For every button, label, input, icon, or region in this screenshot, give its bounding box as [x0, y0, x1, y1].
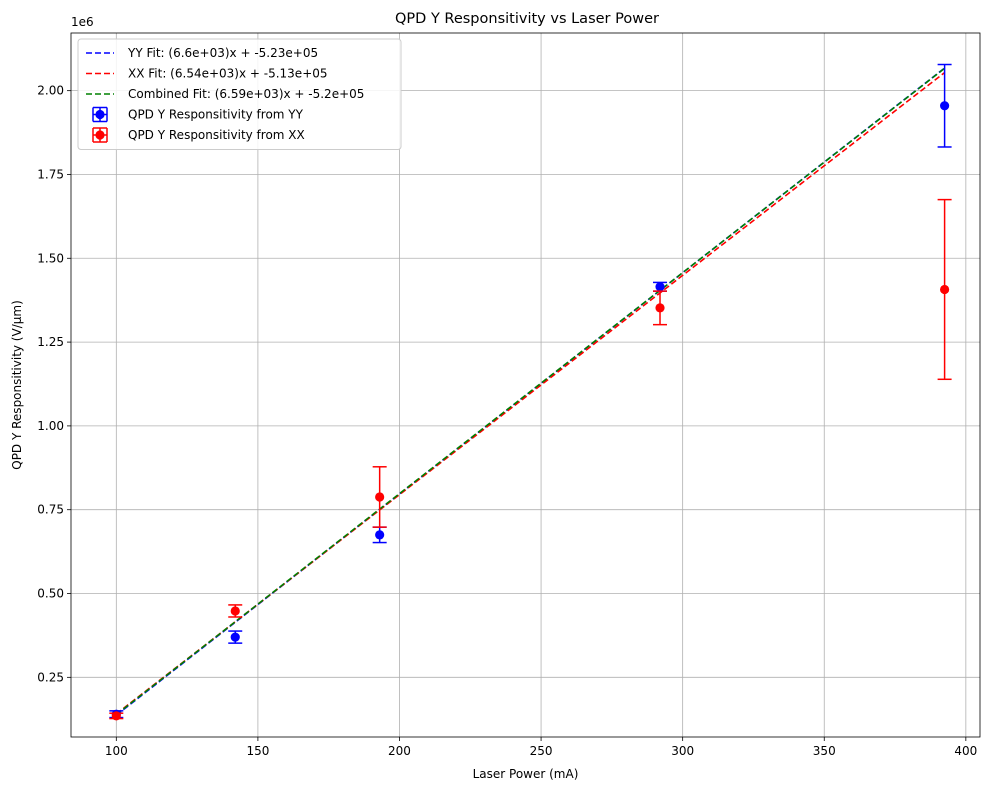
x-tick-label: 200: [388, 744, 411, 758]
data-point: [111, 711, 121, 721]
x-tick-label: 150: [246, 744, 269, 758]
y-tick-label: 1.50: [37, 251, 64, 265]
fit-lines: [115, 67, 946, 716]
data-point: [940, 284, 950, 295]
data-point: [375, 492, 385, 502]
legend: YY Fit: (6.6e+03)x + -5.23e+05 XX Fit: (6…: [77, 38, 402, 150]
y-offset-label: 1e6: [71, 15, 94, 29]
legend-entry-label: QPD Y Responsitivity from YY: [128, 108, 304, 122]
x-tick-label: 100: [105, 744, 128, 758]
axis-ticks: 100 150 200 250 300 350 400 0.25 0.50 0.75 1.00 1.2…: [37, 84, 977, 758]
data-point: [375, 530, 385, 540]
x-tick-label: 250: [530, 744, 553, 758]
fit-line: [115, 67, 946, 716]
x-tick-label: 300: [671, 744, 694, 758]
x-axis-label: Laser Power (mA): [473, 767, 579, 781]
y-tick-label: 0.50: [37, 587, 64, 601]
legend-marker-swatch: [95, 109, 105, 120]
y-tick-label: 1.00: [37, 419, 64, 433]
data-point: [655, 282, 665, 292]
legend-entry-label: QPD Y Responsitivity from XX: [128, 128, 305, 142]
legend-entry-label: YY Fit: (6.6e+03)x + -5.23e+05: [127, 46, 318, 60]
data-series: [109, 198, 952, 721]
data-point: [655, 303, 665, 313]
data-point: [230, 606, 240, 616]
y-tick-label: 0.25: [37, 670, 64, 684]
data-points: [109, 63, 952, 721]
y-tick-label: 0.75: [37, 503, 64, 517]
legend-box: [77, 38, 402, 150]
plot-frame: [70, 32, 981, 738]
chart-title: QPD Y Responsitivity vs Laser Power: [395, 11, 659, 27]
x-tick-label: 350: [813, 744, 836, 758]
y-axis-label: QPD Y Responsitivity (V/µm): [10, 300, 24, 470]
data-point: [230, 632, 240, 642]
legend-entry-label: XX Fit: (6.54e+03)x + -5.13e+05: [128, 67, 328, 81]
legend-marker-swatch: [95, 130, 105, 140]
legend-entry-label: Combined Fit: (6.59e+03)x + -5.2e+05: [128, 87, 364, 101]
grid: [71, 33, 980, 737]
y-tick-label: 1.25: [37, 335, 64, 349]
y-tick-label: 2.00: [37, 84, 64, 98]
data-point: [940, 101, 950, 111]
y-tick-label: 1.75: [37, 167, 64, 181]
x-tick-label: 400: [954, 744, 977, 758]
